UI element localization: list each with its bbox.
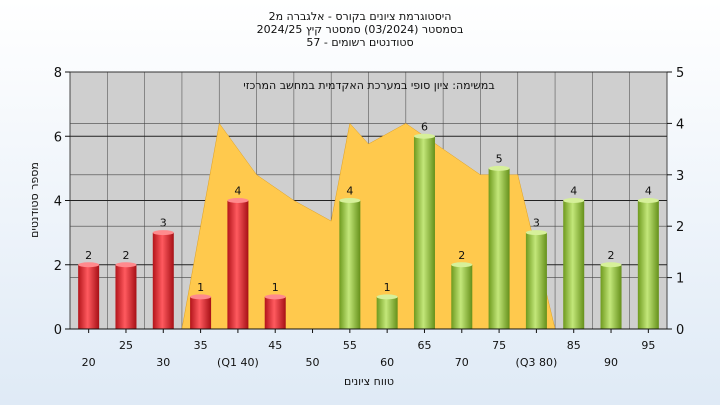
y-tick-label: 0: [54, 323, 62, 338]
x-tick-label-45: 45: [268, 339, 282, 352]
bar-85: [563, 200, 585, 329]
data-label-20: 2: [85, 249, 92, 262]
bar-cap-55: [339, 198, 361, 203]
bar-cap-95: [637, 198, 659, 203]
bar-95: [637, 200, 659, 329]
x-tick-label-30: 30: [156, 356, 170, 369]
bar-20: [78, 264, 100, 329]
data-labels: 2 2 3 1 4 1 4 1 6 2 5 3 4 2 4: [85, 120, 652, 294]
bar-55: [339, 200, 361, 329]
data-label-25: 2: [122, 249, 129, 262]
bar-70: [451, 264, 473, 329]
chart-title: היסטוגרמת ציונים בקורס - אלגברה מ2 בסמסט…: [257, 10, 464, 49]
x-tick-label-85: 85: [567, 339, 581, 352]
y-tick-label: 8: [54, 66, 62, 81]
y2-tick-label: 3: [676, 169, 684, 184]
x-tick-label-95: 95: [641, 339, 655, 352]
x-tick-label-50: 50: [306, 356, 320, 369]
x-tick-label-65: 65: [417, 339, 431, 352]
bar-cap-85: [563, 198, 585, 203]
bar-cap-65: [413, 133, 435, 139]
x-tick-label-90: 90: [604, 356, 618, 369]
data-label-35: 1: [197, 281, 204, 294]
data-label-90: 2: [608, 249, 615, 262]
bar-cap-75: [488, 165, 510, 171]
bar-75: [488, 168, 510, 329]
x-tick-label-80: (Q3 80): [516, 356, 558, 369]
bar-80: [525, 232, 547, 329]
x-tick-label-70: 70: [455, 356, 469, 369]
chart-annotation: במשימה: ציון סופי במערכת האקדמית במחשב ה…: [243, 79, 494, 92]
data-label-95: 4: [645, 185, 652, 198]
bar-series: [78, 133, 659, 329]
data-label-40: 4: [234, 185, 241, 198]
title-line-3: סטודנטים רשומים - 57: [306, 36, 413, 49]
bar-90: [600, 264, 622, 329]
data-label-70: 2: [458, 249, 465, 262]
y-axis-title: מספר סטודנטים: [28, 162, 41, 238]
bar-cap-35: [190, 294, 212, 300]
bar-60: [376, 296, 398, 329]
x-tick-label-20: 20: [82, 356, 96, 369]
bar-30: [152, 232, 174, 329]
data-label-85: 4: [570, 185, 577, 198]
x-axis-title: טווח ציונים: [344, 375, 394, 388]
x-tick-label-75: 75: [492, 339, 506, 352]
x-tick-label-60: 60: [380, 356, 394, 369]
bar-45: [264, 296, 286, 329]
bar-cap-30: [152, 230, 174, 236]
x-tick-label-55: 55: [343, 339, 357, 352]
data-label-65: 6: [421, 120, 428, 133]
y2-tick-label: 2: [676, 220, 684, 235]
data-label-55: 4: [346, 185, 353, 198]
bar-cap-25: [115, 262, 137, 268]
bar-65: [413, 136, 435, 329]
y2-tick-label: 4: [676, 117, 684, 132]
bar-cap-40: [227, 198, 249, 203]
data-label-60: 1: [384, 281, 391, 294]
bar-cap-70: [451, 262, 473, 268]
x-tick-label-35: 35: [194, 339, 208, 352]
bar-cap-80: [525, 230, 547, 236]
bar-40: [227, 200, 249, 329]
y2-tick-label: 0: [676, 323, 684, 338]
data-label-30: 3: [160, 217, 167, 230]
x-tick-label-25: 25: [119, 339, 133, 352]
bar-cap-20: [78, 262, 100, 268]
data-label-75: 5: [496, 152, 503, 165]
data-label-45: 1: [272, 281, 279, 294]
y2-tick-label: 1: [676, 272, 684, 287]
y-tick-label: 6: [54, 130, 62, 145]
bar-cap-90: [600, 262, 622, 268]
bar-cap-45: [264, 294, 286, 300]
y2-tick-label: 5: [676, 66, 684, 81]
bar-35: [190, 296, 212, 329]
y-tick-label: 4: [54, 195, 62, 210]
y-tick-label: 2: [54, 259, 62, 274]
bar-25: [115, 264, 137, 329]
title-line-2: בסמסטר (03/2024) סמסטר קיץ 2024/25: [257, 23, 464, 36]
x-tick-label-40: (Q1 40): [217, 356, 259, 369]
title-line-1: היסטוגרמת ציונים בקורס - אלגברה מ2: [269, 10, 452, 23]
data-label-80: 3: [533, 217, 540, 230]
bar-cap-60: [376, 294, 398, 300]
